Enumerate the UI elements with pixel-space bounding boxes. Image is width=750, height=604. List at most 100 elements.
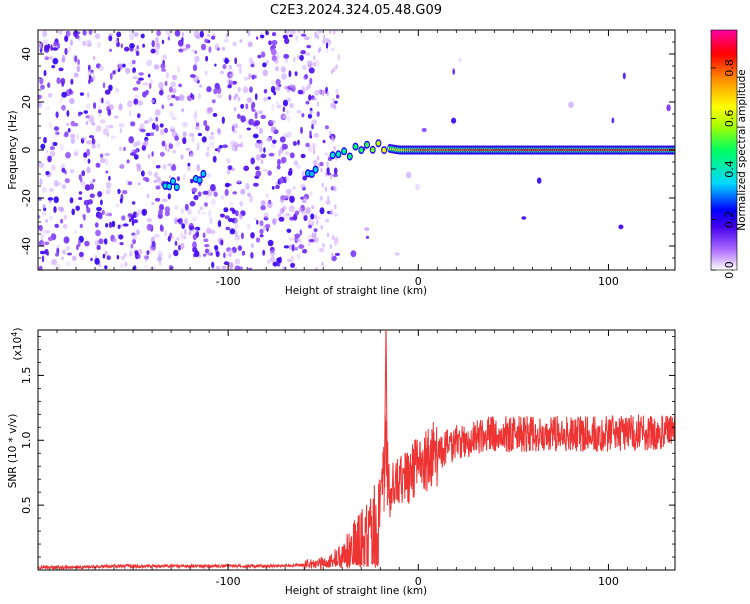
noise-cell: [38, 215, 41, 219]
noise-cell: [98, 65, 104, 72]
noise-cell: [151, 122, 156, 130]
noise-cell: [76, 244, 79, 251]
noise-cell: [182, 131, 187, 138]
noise-cell: [119, 198, 123, 204]
noise-cell: [86, 205, 89, 209]
noise-cell: [228, 94, 232, 101]
noise-cell: [260, 200, 266, 206]
noise-cell: [203, 120, 208, 127]
noise-cell: [126, 159, 130, 164]
noise-cell: [137, 182, 141, 186]
noise-cell: [118, 146, 123, 152]
noise-cell: [452, 68, 456, 75]
noise-cell: [332, 67, 336, 73]
noise-cell: [243, 76, 249, 81]
noise-cell: [217, 127, 221, 136]
noise-cell: [222, 144, 229, 148]
noise-cell: [314, 214, 317, 220]
noise-cell: [206, 107, 212, 115]
noise-cell: [220, 195, 225, 200]
noise-cell: [289, 83, 295, 89]
noise-cell: [99, 153, 104, 158]
noise-cell: [300, 153, 306, 159]
noise-cell: [278, 256, 282, 264]
noise-cell: [290, 262, 296, 268]
noise-cell: [116, 31, 122, 38]
noise-cell: [190, 178, 194, 184]
noise-cell: [254, 142, 261, 149]
noise-cell: [51, 258, 58, 266]
noise-cell: [98, 238, 104, 245]
noise-cell: [176, 176, 180, 181]
noise-cell: [311, 221, 314, 227]
noise-cell: [144, 265, 148, 269]
noise-cell: [237, 86, 241, 93]
snr-series-line: [38, 414, 675, 570]
noise-cell: [70, 133, 76, 139]
noise-cell: [245, 182, 250, 190]
noise-cell: [121, 215, 126, 221]
noise-cell: [285, 175, 290, 182]
noise-cell: [313, 228, 318, 233]
noise-cell: [155, 40, 159, 48]
noise-cell: [92, 178, 96, 183]
noise-cell: [303, 214, 308, 222]
noise-cell: [283, 85, 290, 90]
noise-cell: [228, 65, 232, 70]
noise-cell: [247, 192, 252, 197]
noise-cell: [254, 120, 261, 126]
noise-cell: [206, 86, 212, 93]
noise-cell: [319, 46, 322, 52]
noise-cell: [231, 167, 235, 172]
noise-cell: [234, 222, 239, 231]
noise-cell: [245, 119, 249, 125]
noise-cell: [265, 138, 272, 142]
noise-cell: [155, 185, 161, 190]
noise-cell: [255, 72, 258, 77]
noise-cell: [168, 30, 171, 38]
noise-cell: [119, 242, 124, 246]
noise-cell: [148, 83, 152, 89]
noise-cell: [131, 59, 136, 65]
noise-cell: [301, 210, 307, 216]
noise-cell: [70, 138, 76, 145]
noise-cell: [319, 247, 325, 253]
noise-cell: [159, 224, 163, 232]
noise-cell: [38, 224, 43, 232]
noise-cell: [121, 190, 128, 195]
noise-cell: [194, 250, 200, 258]
noise-cell: [171, 116, 177, 121]
noise-cell: [174, 240, 178, 246]
noise-cell: [211, 267, 216, 270]
noise-cell: [311, 205, 315, 209]
noise-cell: [251, 104, 255, 111]
noise-cell: [259, 234, 264, 238]
noise-cell: [161, 104, 165, 110]
noise-cell: [270, 44, 277, 50]
noise-cell: [207, 33, 210, 38]
noise-cell: [308, 67, 315, 74]
noise-cell: [197, 209, 201, 215]
noise-cell: [189, 200, 196, 207]
noise-cell: [227, 217, 234, 223]
noise-cell: [247, 30, 251, 37]
noise-cell: [161, 140, 166, 147]
noise-cell: [240, 188, 246, 195]
noise-cell: [260, 34, 265, 39]
noise-cell: [50, 150, 56, 157]
noise-cell: [185, 43, 191, 49]
noise-cell: [306, 83, 312, 89]
noise-cell: [224, 188, 229, 197]
noise-cell: [106, 131, 110, 138]
noise-cell: [159, 204, 164, 211]
noise-cell: [300, 50, 306, 55]
noise-cell: [235, 210, 239, 217]
noise-cell: [82, 137, 87, 141]
noise-cell: [98, 109, 102, 114]
noise-cell: [272, 261, 278, 267]
noise-cell: [185, 147, 191, 152]
noise-cell: [282, 99, 289, 107]
noise-cell: [232, 191, 237, 195]
colorbar-tick-label: 0.2: [723, 211, 736, 229]
noise-cell: [147, 154, 151, 159]
